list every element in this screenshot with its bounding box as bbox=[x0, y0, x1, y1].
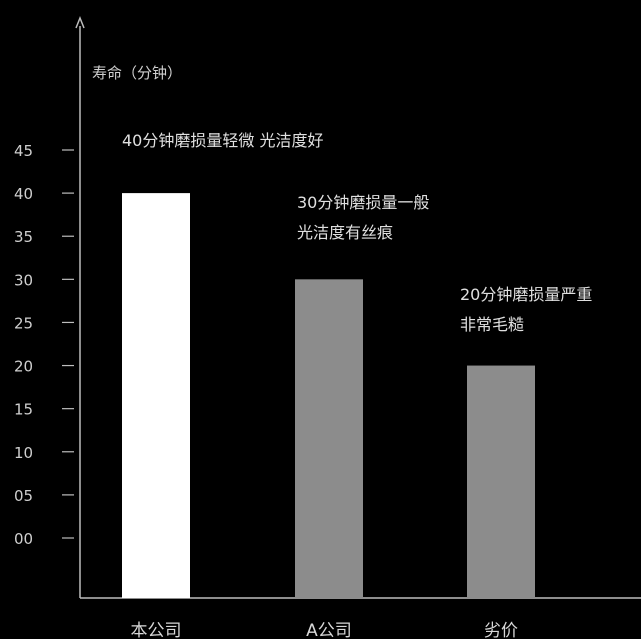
category-label: 本公司 bbox=[131, 621, 182, 639]
y-tick-label: 15 bbox=[14, 401, 33, 419]
chart-labels: 寿命（分钟） 00 05 10 15 20 25 30 35 40 45 本公司 A公司 劣价 40分钟磨损… bbox=[14, 64, 592, 639]
bar-annotation: 40分钟磨损量轻微 光洁度好 bbox=[122, 131, 323, 150]
y-axis-label: 寿命（分钟） bbox=[92, 64, 182, 82]
bar-annotation: 光洁度有丝痕 bbox=[297, 223, 393, 242]
category-label: 劣价 bbox=[484, 621, 518, 639]
bar-3 bbox=[467, 365, 535, 598]
y-tick-label: 25 bbox=[14, 314, 33, 332]
bar-1 bbox=[122, 193, 190, 598]
bar-2 bbox=[295, 279, 363, 598]
chart-bars bbox=[122, 193, 535, 598]
y-tick-label: 45 bbox=[14, 142, 33, 160]
category-label: A公司 bbox=[306, 621, 352, 639]
y-tick-label: 20 bbox=[14, 358, 33, 376]
bar-annotation: 非常毛糙 bbox=[460, 315, 524, 334]
bar-annotation: 30分钟磨损量一般 bbox=[297, 193, 429, 212]
y-tick-label: 35 bbox=[14, 228, 33, 246]
y-tick-label: 05 bbox=[14, 487, 33, 505]
bar-annotation: 20分钟磨损量严重 bbox=[460, 285, 592, 304]
y-axis-arrow-icon bbox=[75, 15, 85, 29]
y-tick-label: 30 bbox=[14, 271, 33, 289]
y-tick-label: 40 bbox=[14, 185, 33, 203]
y-tick-label: 00 bbox=[14, 530, 33, 548]
y-tick-label: 10 bbox=[14, 444, 33, 462]
